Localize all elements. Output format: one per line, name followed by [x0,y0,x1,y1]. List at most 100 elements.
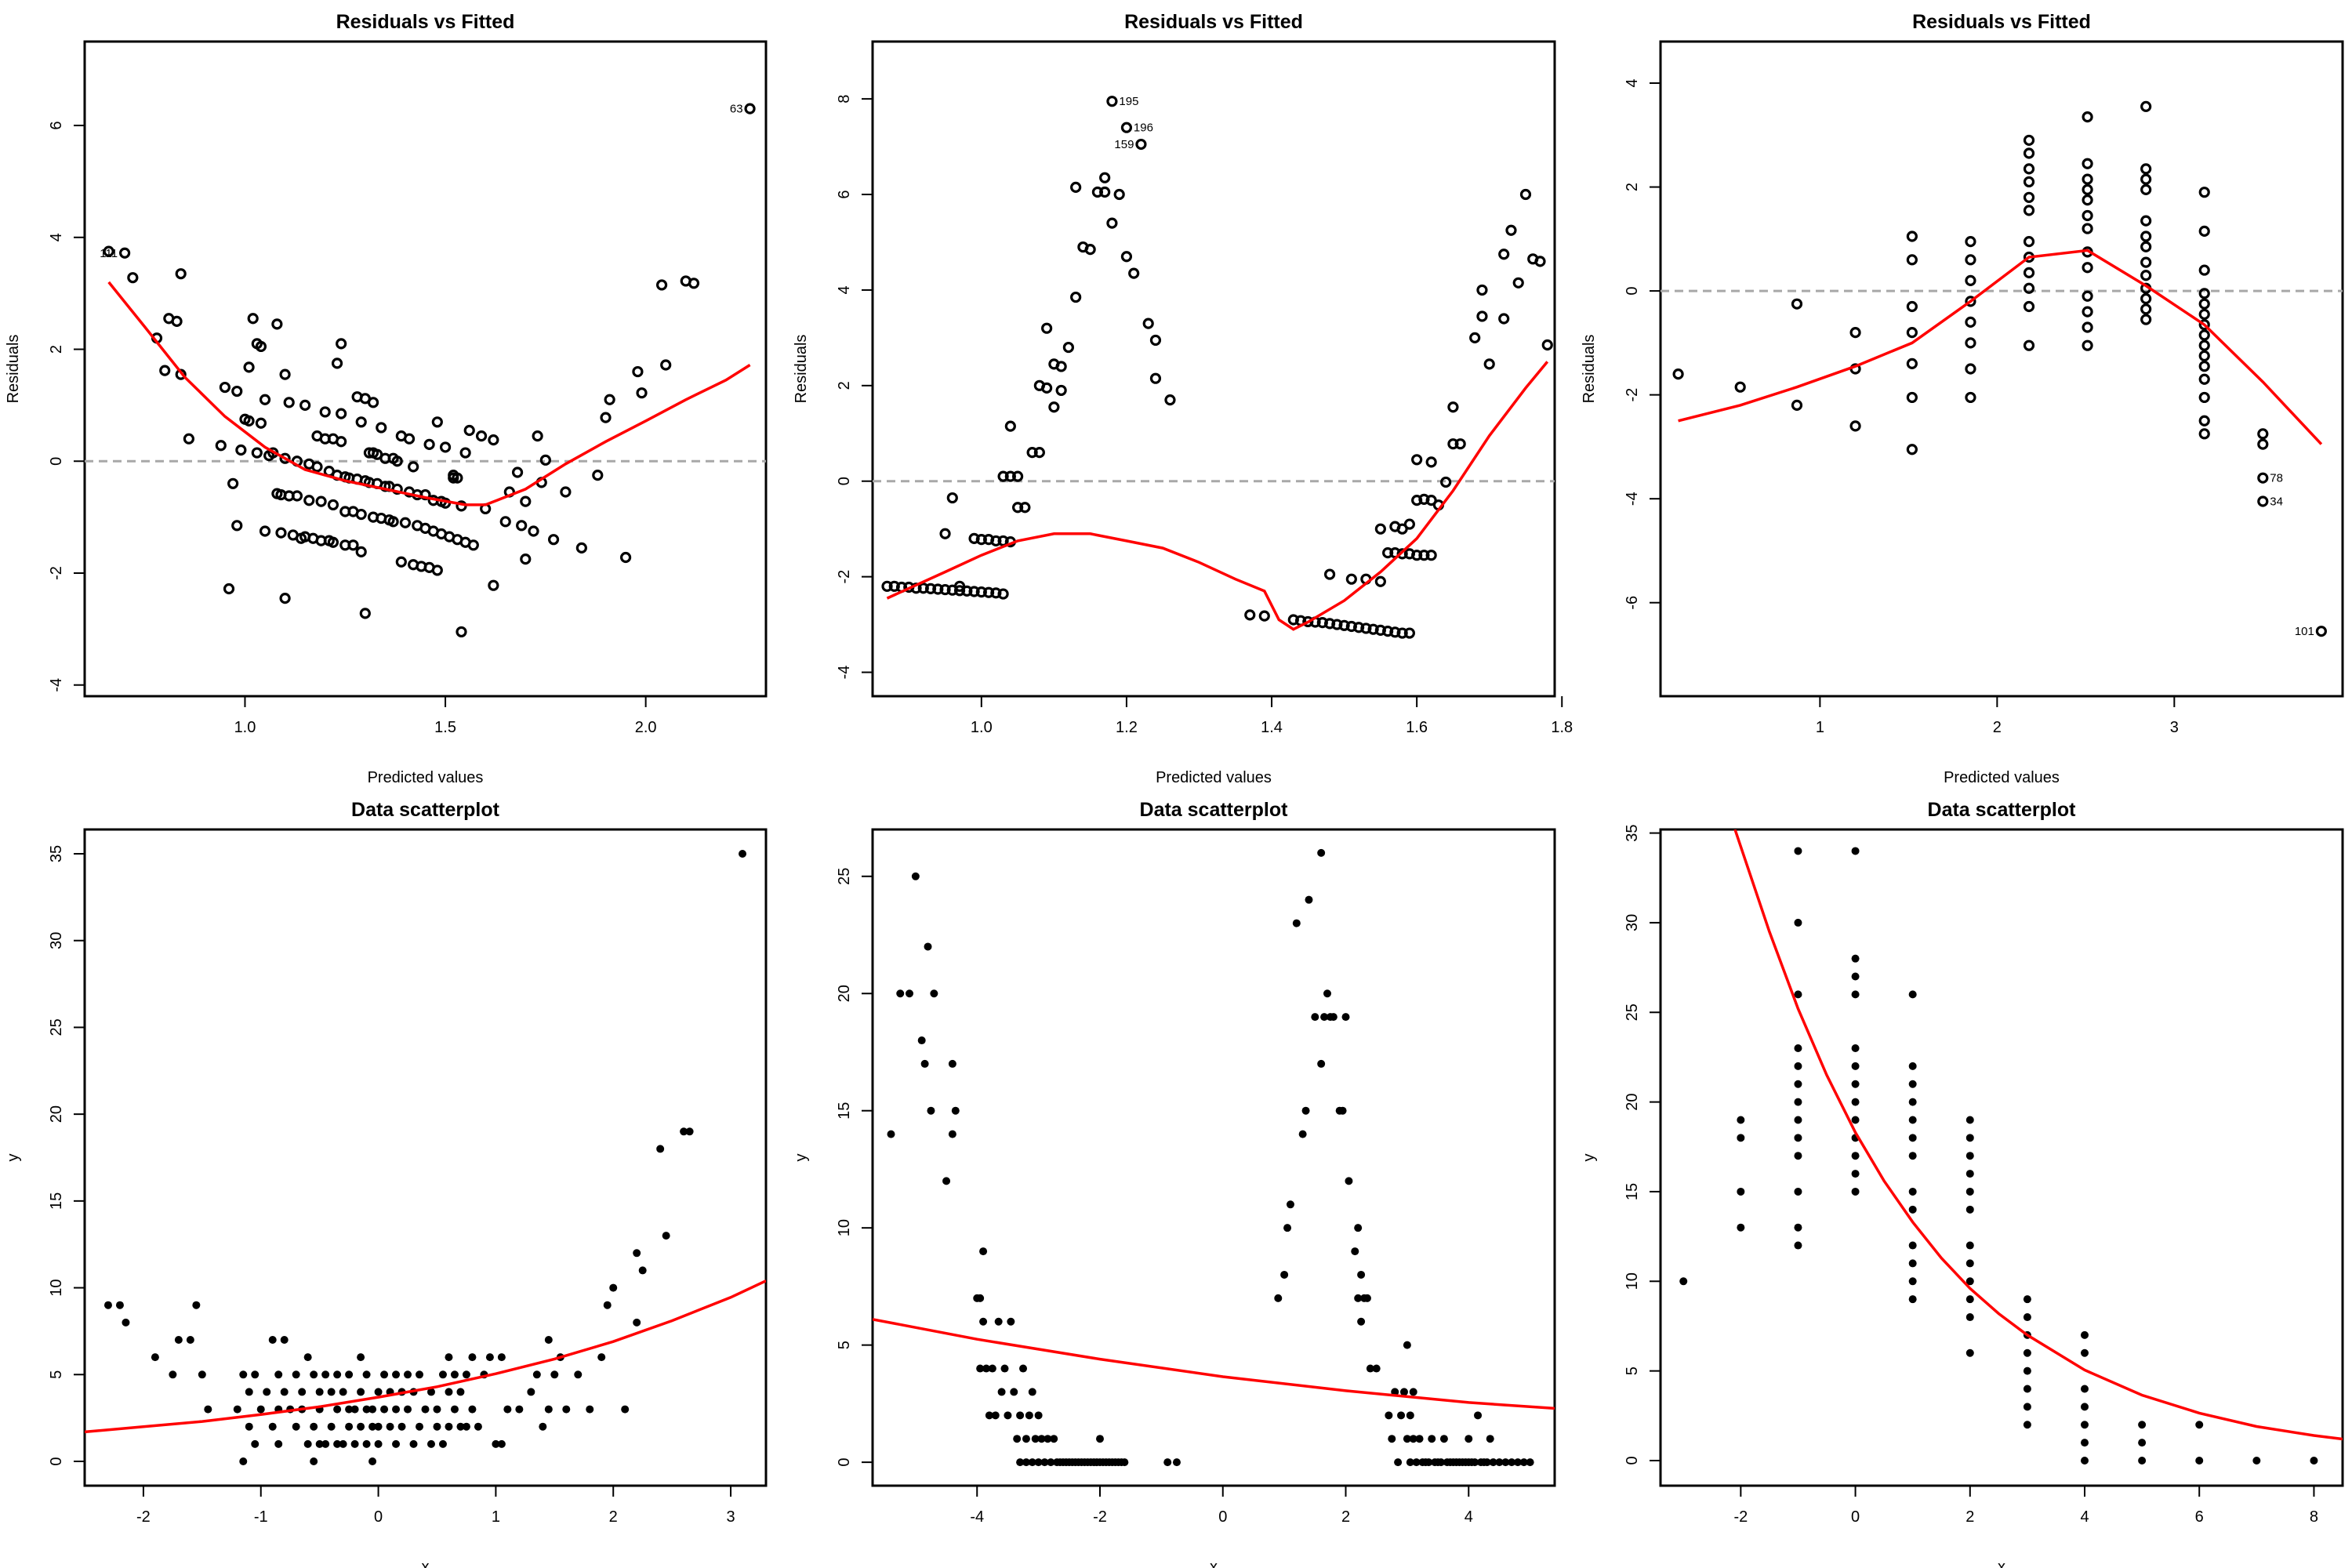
data-point [319,406,331,418]
data-point [445,1388,453,1396]
data-point [331,358,343,369]
data-point [456,626,467,638]
data-point [1851,1062,1860,1070]
y-tick-label: 15 [836,1102,853,1120]
data-point [1498,249,1510,260]
data-point [1906,254,1918,266]
data-point [468,1405,477,1414]
data-point [997,470,1009,482]
data-point [939,583,951,596]
data-point [1851,972,1860,981]
data-point [997,588,1009,600]
data-point [408,461,419,473]
data-point [462,1422,470,1431]
data-point [1357,1270,1366,1279]
data-point [927,1106,935,1115]
data-point [1354,1224,1363,1232]
data-point [982,586,995,598]
data-point [932,583,944,595]
data-point [386,1422,394,1431]
data-point [368,1457,377,1465]
x-axis-label: x [1998,1559,2005,1568]
y-tick-label: 0 [1624,1456,1641,1465]
chart-panel-3: Residuals vs Fitted Predicted values Resid… [1581,11,2344,786]
data-point [2082,321,2093,333]
data-point [379,481,391,492]
data-point [2023,191,2035,203]
data-point [2023,1295,2031,1304]
x-tick-label: -2 [1733,1508,1748,1526]
data-point [917,1036,926,1045]
data-point [1382,626,1394,637]
data-point [303,1439,312,1448]
data-point [1447,438,1459,450]
data-point [1794,1098,1802,1106]
data-point [1367,623,1379,635]
data-point [315,1439,324,1448]
data-point [997,1388,1006,1396]
y-tick-label: 20 [836,985,853,1002]
data-point [621,1405,630,1414]
data-point [1439,1435,1448,1443]
data-point [1331,619,1343,630]
data-point [979,1317,988,1326]
data-point [367,397,379,408]
data-point [1794,1062,1802,1070]
x-tick-label: 3 [2170,719,2179,736]
x-tick-label: 0 [1851,1508,1860,1526]
data-point [1399,1388,1408,1396]
data-point [1305,895,1313,904]
data-point [1099,172,1111,183]
data-point [1287,614,1299,626]
data-point [924,942,932,951]
data-point [2140,183,2152,195]
data-point [350,1439,359,1448]
data-point [333,1370,342,1379]
data-point [198,1370,206,1379]
data-point [2140,303,2152,315]
data-point [1113,188,1125,201]
data-point [321,1439,330,1448]
y-tick-label: 0 [48,457,65,466]
x-tick-label: 1.0 [971,719,993,736]
data-point [1317,1059,1326,1068]
y-tick-label: 0 [1624,287,1641,296]
data-point [235,444,247,456]
data-point [2140,215,2152,227]
data-point [1096,1435,1104,1443]
data-point [259,525,271,537]
y-tick-label: 5 [1624,1367,1641,1375]
x-tick-label: 4 [1465,1508,1473,1526]
data-point [1338,1106,1347,1115]
y-tick-label: 15 [48,1192,65,1210]
data-point [994,1317,1003,1326]
data-point [1354,1294,1363,1302]
data-point [917,583,929,594]
data-point [1323,989,1331,998]
data-point [268,1336,277,1344]
chart-title: Residuals vs Fitted [336,11,515,33]
data-point [1519,1458,1528,1467]
data-point [1469,332,1481,343]
data-point [1483,358,1495,370]
data-point [942,1177,951,1185]
data-point [243,415,255,426]
data-point [2023,205,2035,216]
x-tick-label: 4 [2080,1508,2089,1526]
data-point [127,272,139,284]
data-point [1965,1187,1974,1196]
point-label: 196 [1134,122,1153,135]
data-point [2081,1421,2089,1429]
y-tick-label: 15 [1624,1183,1641,1200]
data-point [1418,493,1430,505]
data-point [1172,1458,1181,1467]
data-point [979,1247,988,1256]
data-point [1022,1458,1030,1467]
data-point [1363,1294,1371,1302]
data-point [1070,291,1082,303]
data-point [515,1405,524,1414]
data-point [887,1130,895,1138]
data-point [619,551,632,564]
data-point [303,495,315,506]
x-tick-label: 1.6 [1406,719,1428,736]
